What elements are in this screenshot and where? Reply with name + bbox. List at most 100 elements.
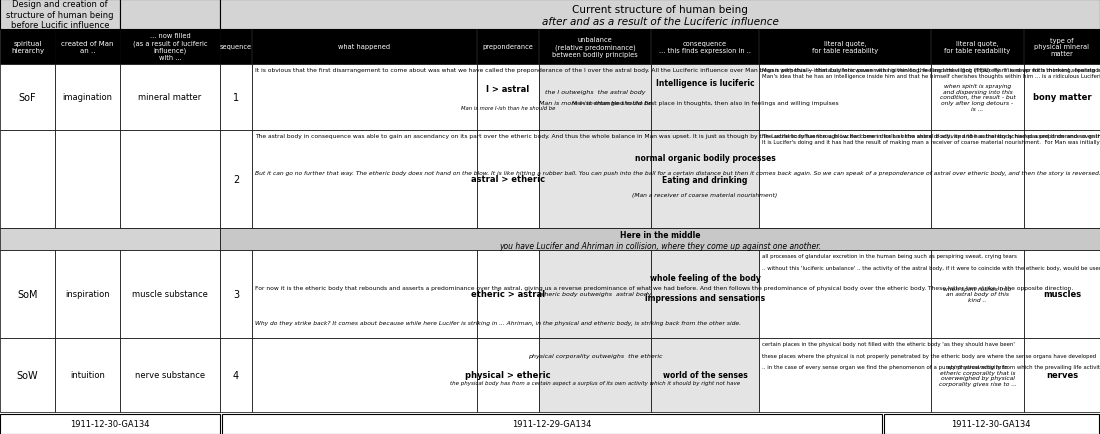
Bar xyxy=(477,338,539,412)
Text: Intelligence is luciferic: Intelligence is luciferic xyxy=(656,78,755,87)
Text: Why do they strike back? It comes about because while here Lucifer is striking i: Why do they strike back? It comes about … xyxy=(255,320,741,325)
Text: intuition: intuition xyxy=(70,371,104,380)
Bar xyxy=(220,65,252,131)
Bar xyxy=(539,131,651,228)
Text: muscles: muscles xyxy=(1043,290,1081,299)
Text: you have Lucifer and Ahriman in collision, where they come up against one anothe: you have Lucifer and Ahriman in collisio… xyxy=(499,242,821,251)
Text: etheric body outweighs  astral body: etheric body outweighs astral body xyxy=(538,292,651,297)
Bar xyxy=(120,65,220,131)
Text: The astral body has through Lucifer come in for an extra share of activity and h: The astral body has through Lucifer come… xyxy=(762,134,1100,145)
Text: when spirit rushes into
an astral body of this
kind ..: when spirit rushes into an astral body o… xyxy=(944,286,1012,302)
Bar xyxy=(220,131,252,228)
Bar xyxy=(0,30,55,65)
Bar xyxy=(539,338,651,412)
Bar xyxy=(0,131,55,228)
Text: Man is more I-ish than he should be: Man is more I-ish than he should be xyxy=(461,105,556,110)
Text: normal organic bodily processes: normal organic bodily processes xyxy=(635,154,776,163)
Bar xyxy=(1024,338,1100,412)
Bar xyxy=(759,65,931,131)
Bar xyxy=(759,338,931,412)
Text: SoF: SoF xyxy=(19,93,36,103)
Text: spiritual
hierarchy: spiritual hierarchy xyxy=(11,41,44,54)
Bar xyxy=(120,250,220,338)
Text: 3: 3 xyxy=(233,289,239,299)
Bar xyxy=(651,65,759,131)
Text: Current structure of human being: Current structure of human being xyxy=(572,5,748,15)
Text: Design and creation of
structure of human being
before Lucific influence: Design and creation of structure of huma… xyxy=(7,0,113,30)
Text: It is obvious that the first disarrangement to come about was what we have calle: It is obvious that the first disarrangem… xyxy=(255,68,1100,73)
Bar xyxy=(0,414,220,434)
Text: what happened: what happened xyxy=(339,44,390,50)
Text: sequence: sequence xyxy=(220,44,252,50)
Bar xyxy=(120,0,220,30)
Text: literal quote,
for table readability: literal quote, for table readability xyxy=(945,41,1011,54)
Text: nerves: nerves xyxy=(1046,371,1078,380)
Bar xyxy=(931,65,1024,131)
Bar xyxy=(0,0,120,30)
Text: Eating and drinking: Eating and drinking xyxy=(662,176,748,185)
Bar xyxy=(220,30,1100,65)
Bar xyxy=(931,131,1024,228)
Text: spirit streaming into
etheric corporality that is
overweighed by physical
corpor: spirit streaming into etheric corporalit… xyxy=(938,364,1016,386)
Bar xyxy=(220,250,252,338)
Bar xyxy=(931,250,1024,338)
Text: the physical body has from a certain aspect a surplus of its own activity which : the physical body has from a certain asp… xyxy=(450,381,740,386)
Text: Man is perpetually intimately interwoven with his thinking, feeling and willing : Man is perpetually intimately interwoven… xyxy=(762,68,1100,79)
Text: 1911-12-29-GA134: 1911-12-29-GA134 xyxy=(513,420,592,428)
Text: type of
physical mineral
matter: type of physical mineral matter xyxy=(1034,37,1089,57)
Text: preponderance: preponderance xyxy=(483,44,534,50)
Bar xyxy=(120,338,220,412)
Bar xyxy=(477,65,539,131)
Text: 4: 4 xyxy=(233,370,239,380)
Text: imagination: imagination xyxy=(63,93,112,102)
Bar xyxy=(0,338,55,412)
Text: ... now filled
(as a result of luciferic
influence)
with ...: ... now filled (as a result of luciferic… xyxy=(133,33,207,61)
Bar xyxy=(252,250,477,338)
Bar xyxy=(220,0,1100,30)
Bar xyxy=(220,338,252,412)
Bar xyxy=(931,338,1024,412)
Bar xyxy=(884,414,1099,434)
Bar xyxy=(120,131,220,228)
Bar xyxy=(55,30,120,65)
Text: SoM: SoM xyxy=(18,289,37,299)
Text: certain places in the physical body not filled with the etheric body 'as they sh: certain places in the physical body not … xyxy=(762,341,1100,369)
Text: 1911-12-30-GA134: 1911-12-30-GA134 xyxy=(70,420,150,428)
Text: world of the senses: world of the senses xyxy=(662,371,747,380)
Bar xyxy=(1024,65,1100,131)
Bar xyxy=(220,228,1100,250)
Text: etheric > astral: etheric > astral xyxy=(471,290,546,299)
Text: unbalance
(relative predominance)
between bodily principles: unbalance (relative predominance) betwee… xyxy=(552,37,638,58)
Bar xyxy=(477,250,539,338)
Text: physical corporality outweighs  the etheric: physical corporality outweighs the ether… xyxy=(528,354,662,358)
Text: Man is entangled in the first place in thoughts, then also in feelings and willi: Man is entangled in the first place in t… xyxy=(572,100,838,105)
Bar xyxy=(55,338,120,412)
Text: when spirit is spraying
and dispersing into this
condition, the result - but
onl: when spirit is spraying and dispersing i… xyxy=(939,84,1015,112)
Bar xyxy=(651,250,759,338)
Bar xyxy=(120,30,220,65)
Text: 1: 1 xyxy=(233,93,239,103)
Text: consequence
... this finds expression in ..: consequence ... this finds expression in… xyxy=(659,41,751,54)
Text: impressions and sensations: impressions and sensations xyxy=(645,294,766,303)
Text: muscle substance: muscle substance xyxy=(132,290,208,299)
Bar xyxy=(651,131,759,228)
Text: astral > etheric: astral > etheric xyxy=(471,175,546,184)
Text: all processes of glandular excretion in the human being such as perspiring sweat: all processes of glandular excretion in … xyxy=(762,253,1100,270)
Text: physical > etheric: physical > etheric xyxy=(465,371,551,380)
Bar xyxy=(252,131,477,228)
Bar xyxy=(539,250,651,338)
Bar xyxy=(222,414,882,434)
Bar xyxy=(252,65,477,131)
Text: 2: 2 xyxy=(233,174,239,184)
Text: SoW: SoW xyxy=(16,370,38,380)
Text: bony matter: bony matter xyxy=(1033,93,1091,102)
Text: inspiration: inspiration xyxy=(65,290,110,299)
Text: whole feeling of the body: whole feeling of the body xyxy=(650,274,760,283)
Text: 1911-12-30-GA134: 1911-12-30-GA134 xyxy=(952,420,1031,428)
Text: literal quote,
for table readability: literal quote, for table readability xyxy=(812,41,878,54)
Bar xyxy=(252,338,477,412)
Bar xyxy=(1024,131,1100,228)
Text: mineral matter: mineral matter xyxy=(139,93,201,102)
Bar xyxy=(477,131,539,228)
Bar xyxy=(0,65,55,131)
